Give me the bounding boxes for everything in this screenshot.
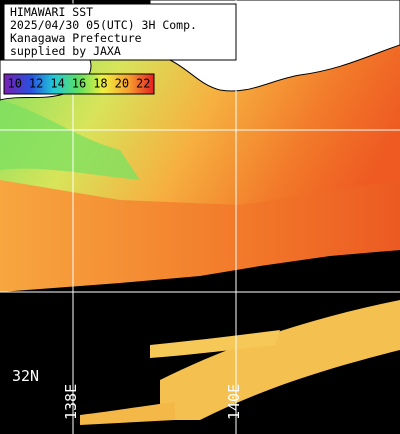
longitude-label: 138E (62, 384, 80, 420)
southern-sea (0, 180, 400, 292)
title-line: 2025/04/30 05(UTC) 3H Comp. (10, 18, 197, 32)
colorbar-label: 22 (136, 77, 150, 91)
colorbar-label: 16 (72, 77, 86, 91)
title-box (3, 3, 237, 61)
colorbar-label: 20 (115, 77, 129, 91)
title-line: supplied by JAXA (10, 44, 121, 58)
longitude-label: 140E (225, 384, 243, 420)
southern-patches (160, 300, 400, 420)
colorbar-labels: 10 12 14 16 18 20 22 (7, 77, 150, 91)
southern-patches (80, 402, 175, 425)
southern-patches (150, 330, 280, 358)
title-line: HIMAWARI SST (10, 5, 93, 19)
colorbar-label: 10 (7, 77, 21, 91)
cool-band (0, 100, 140, 180)
colorbar (3, 73, 155, 95)
colorbar-label: 12 (29, 77, 43, 91)
colorbar-label: 18 (93, 77, 107, 91)
latitude-label: 32N (12, 367, 39, 385)
title-line: Kanagawa Prefecture (10, 31, 142, 45)
colorbar-label: 14 (50, 77, 64, 91)
